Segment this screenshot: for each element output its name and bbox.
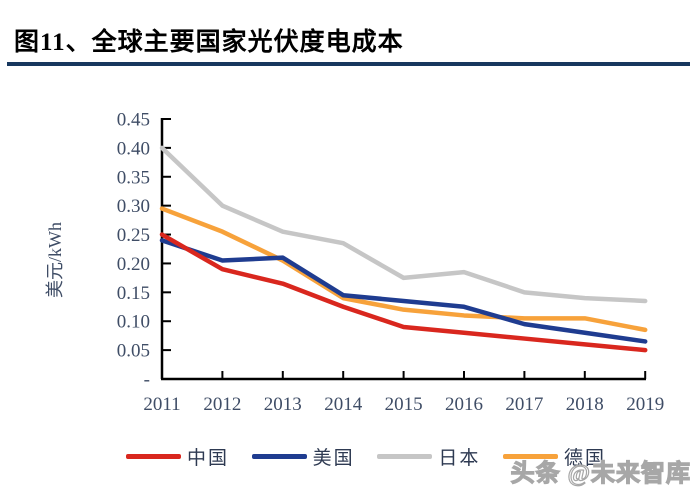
- figure-title: 图11、全球主要国家光伏度电成本: [14, 29, 404, 56]
- svg-text:0.05: 0.05: [117, 341, 150, 362]
- svg-text:0.15: 0.15: [117, 283, 150, 304]
- svg-text:0.10: 0.10: [117, 312, 150, 333]
- legend-label-japan: 日本: [438, 448, 481, 469]
- legend-item-usa: 美国: [251, 443, 355, 470]
- legend-item-germany: 德国: [502, 443, 606, 470]
- svg-text:2013: 2013: [264, 394, 302, 415]
- svg-text:2016: 2016: [445, 394, 483, 415]
- svg-text:2015: 2015: [385, 394, 423, 415]
- japan-line-swatch: [377, 454, 433, 459]
- svg-text:2011: 2011: [143, 394, 180, 415]
- svg-text:0.35: 0.35: [117, 167, 150, 188]
- legend-label-china: 中国: [187, 448, 230, 469]
- germany-line-swatch: [502, 454, 558, 459]
- legend-item-china: 中国: [126, 443, 229, 470]
- svg-text:-: -: [144, 370, 150, 391]
- legend-label-usa: 美国: [312, 448, 355, 469]
- usa-line-swatch: [251, 454, 307, 459]
- svg-text:0.45: 0.45: [117, 109, 150, 130]
- svg-text:2012: 2012: [203, 394, 241, 415]
- watermark-toutiao: 头条 @未来智库: [510, 460, 691, 487]
- chart-legend: 中国 美国 日本 德国: [126, 443, 606, 470]
- svg-text:2018: 2018: [566, 394, 604, 415]
- svg-text:2017: 2017: [505, 394, 543, 415]
- legend-item-japan: 日本: [377, 443, 480, 470]
- china-line-swatch: [126, 454, 181, 459]
- svg-text:0.30: 0.30: [117, 196, 150, 217]
- title-underline: [7, 62, 690, 66]
- legend-label-germany: 德国: [563, 448, 606, 469]
- svg-text:0.20: 0.20: [117, 254, 150, 275]
- svg-text:0.40: 0.40: [117, 138, 150, 159]
- svg-text:2014: 2014: [324, 394, 363, 415]
- svg-text:2019: 2019: [626, 394, 664, 415]
- svg-text:0.25: 0.25: [117, 225, 150, 246]
